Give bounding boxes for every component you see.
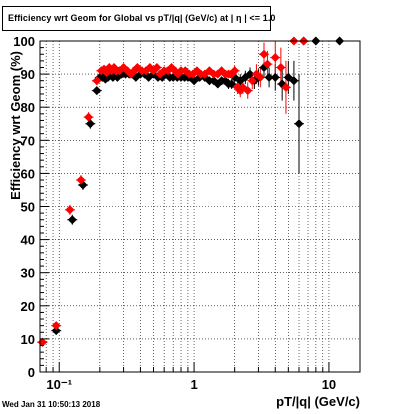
y-tick-label: 0 (28, 365, 35, 380)
black-data-point (108, 72, 118, 82)
x-tick-label: 1 (190, 377, 197, 392)
y-tick-label: 100 (13, 34, 35, 49)
black-data-point (264, 72, 274, 82)
y-tick-label: 30 (21, 266, 35, 281)
red-data-point (255, 72, 265, 82)
red-data-point (76, 175, 86, 185)
y-tick-label: 90 (21, 67, 35, 82)
black-data-point (92, 86, 102, 96)
title-box: Efficiency wrt Geom for Global vs pT/|q|… (2, 6, 275, 31)
red-data-point (84, 112, 94, 122)
tick-labels: 0 10 20 30 40 50 60 70 80 90 100 10⁻¹ 1 10 (13, 34, 336, 392)
y-tick-label: 10 (21, 332, 35, 347)
black-data-point (294, 119, 304, 129)
red-data-point (262, 59, 272, 69)
black-data-point (227, 79, 237, 89)
black-data-point (270, 72, 280, 82)
black-data-point (67, 215, 77, 225)
y-tick-label: 20 (21, 299, 35, 314)
red-data-point (152, 62, 162, 72)
chart-title: Efficiency wrt Geom for Global vs pT/|q|… (8, 13, 276, 23)
x-tick-label: 10⁻¹ (46, 377, 72, 392)
black-data-point (289, 76, 299, 86)
grid-lines (40, 41, 360, 372)
y-tick-label: 60 (21, 166, 35, 181)
x-tick-label: 10 (322, 377, 336, 392)
axis-ticks (40, 40, 330, 373)
red-data-point (247, 76, 257, 86)
black-data-point (85, 119, 95, 129)
y-axis-label: Efficiency wrt Geom (%) (8, 51, 23, 200)
error-bars (37, 40, 345, 344)
red-data-point (270, 53, 280, 63)
y-tick-label: 50 (21, 200, 35, 215)
red-data-point (243, 86, 253, 96)
black-data-point (51, 326, 61, 336)
data-markers (37, 36, 345, 347)
red-data-point (65, 205, 75, 215)
red-data-point (51, 321, 61, 331)
red-data-point (92, 76, 102, 86)
red-data-point (281, 82, 291, 92)
y-tick-label: 40 (21, 233, 35, 248)
timestamp: Wed Jan 31 10:50:13 2018 (2, 400, 101, 409)
red-data-point (276, 62, 286, 72)
y-tick-label: 70 (21, 133, 35, 148)
y-tick-label: 80 (21, 100, 35, 115)
red-data-point (230, 66, 240, 76)
x-axis-label: pT/|q| (GeV/c) (276, 394, 360, 409)
red-data-point (259, 49, 269, 59)
